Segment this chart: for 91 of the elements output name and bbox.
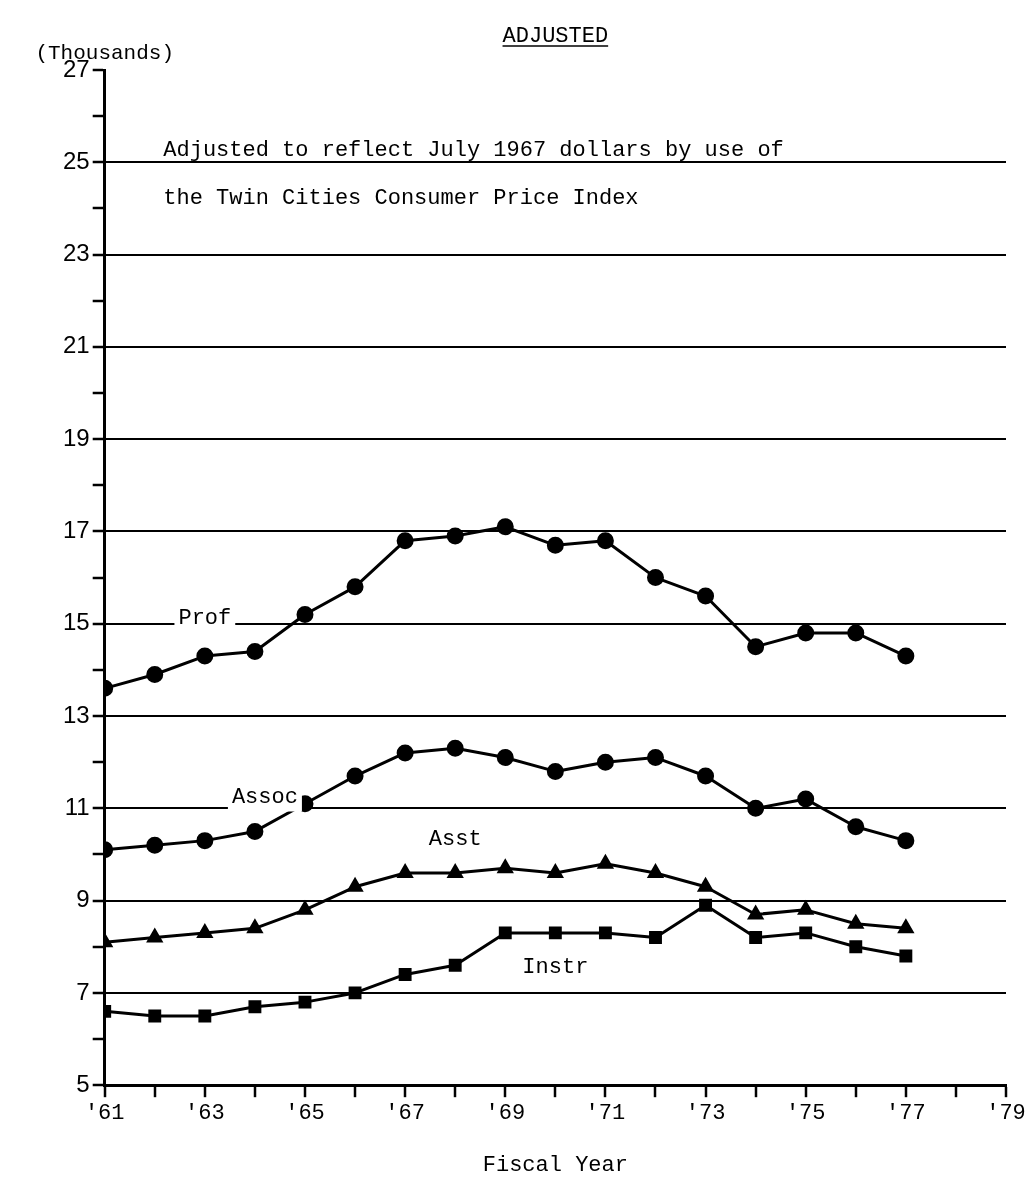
point <box>496 749 514 767</box>
point <box>498 926 512 940</box>
y-tick-label: 25 <box>62 146 90 174</box>
point <box>197 924 213 938</box>
point <box>646 749 664 767</box>
point <box>598 926 612 940</box>
x-tick-label: '61 <box>84 1101 125 1127</box>
point <box>248 1000 262 1014</box>
point <box>649 931 662 944</box>
point <box>647 864 664 878</box>
y-tick-label: 21 <box>62 331 90 359</box>
point <box>748 905 764 920</box>
point <box>548 926 562 940</box>
y-tick-label: 17 <box>62 516 90 544</box>
point <box>847 818 865 836</box>
series-label: Instr <box>522 954 589 980</box>
point <box>596 753 614 771</box>
point <box>146 836 164 854</box>
point <box>697 767 715 785</box>
x-tick-label: '71 <box>585 1101 626 1127</box>
x-tick-label: '75 <box>785 1101 826 1127</box>
x-tick-label: '69 <box>485 1101 526 1127</box>
point <box>397 864 413 878</box>
series-label: Asst <box>428 826 482 852</box>
point <box>297 901 313 915</box>
point <box>396 744 414 762</box>
series-label: Prof <box>178 605 232 631</box>
point <box>196 832 214 850</box>
point <box>247 919 263 934</box>
point <box>398 968 412 981</box>
chart-title: ADJUSTED <box>502 24 609 49</box>
point <box>496 518 514 536</box>
y-tick-label: 13 <box>62 700 90 728</box>
point <box>699 898 713 912</box>
point <box>797 624 815 642</box>
point <box>346 767 364 785</box>
point <box>147 929 163 943</box>
x-tick-label: '65 <box>285 1101 325 1127</box>
point <box>849 940 863 954</box>
point <box>447 864 463 878</box>
x-tick-label: '63 <box>185 1101 225 1127</box>
x-tick-label: '67 <box>385 1101 425 1127</box>
annotation: Adjusted to reflect July 1967 dollars by use of the Twin Cities Consumer Price Index <box>163 138 784 212</box>
point <box>148 1009 162 1023</box>
point <box>347 878 363 892</box>
point <box>897 647 915 665</box>
point <box>798 901 814 915</box>
point <box>697 587 715 605</box>
point <box>246 642 264 660</box>
point <box>146 666 164 684</box>
point <box>298 995 312 1009</box>
point <box>749 931 763 944</box>
point <box>346 578 364 596</box>
x-tick-label: '73 <box>685 1101 726 1127</box>
point <box>698 878 714 892</box>
series-label: Assoc <box>231 785 298 811</box>
point <box>646 569 664 587</box>
point <box>848 915 864 929</box>
point <box>898 919 914 934</box>
point <box>296 606 314 624</box>
point <box>596 532 614 550</box>
point <box>899 949 913 963</box>
point <box>448 958 462 972</box>
point <box>597 855 613 869</box>
y-tick-label: 15 <box>62 608 90 636</box>
point <box>797 790 815 808</box>
y-tick-label: 19 <box>62 423 90 451</box>
point <box>546 536 564 554</box>
point <box>446 739 464 757</box>
point <box>446 527 464 545</box>
y-tick-label: 7 <box>76 977 90 1005</box>
y-tick-label: 5 <box>76 1069 90 1097</box>
point <box>396 532 414 550</box>
point <box>747 799 765 817</box>
point <box>847 624 865 642</box>
point <box>747 638 765 656</box>
x-tick-label: '77 <box>886 1101 926 1127</box>
point <box>196 647 214 665</box>
x-axis-title: Fiscal Year <box>482 1152 628 1178</box>
y-tick-label: 23 <box>62 239 90 267</box>
point <box>348 986 362 1000</box>
point <box>547 864 563 878</box>
point <box>799 926 813 940</box>
point <box>546 762 564 780</box>
point <box>497 859 513 874</box>
y-tick-label: 11 <box>64 792 90 820</box>
y-tick-label: 9 <box>76 885 90 913</box>
point <box>246 822 264 840</box>
point <box>198 1009 212 1023</box>
x-tick-label: '79 <box>986 1101 1026 1127</box>
point <box>897 832 915 850</box>
